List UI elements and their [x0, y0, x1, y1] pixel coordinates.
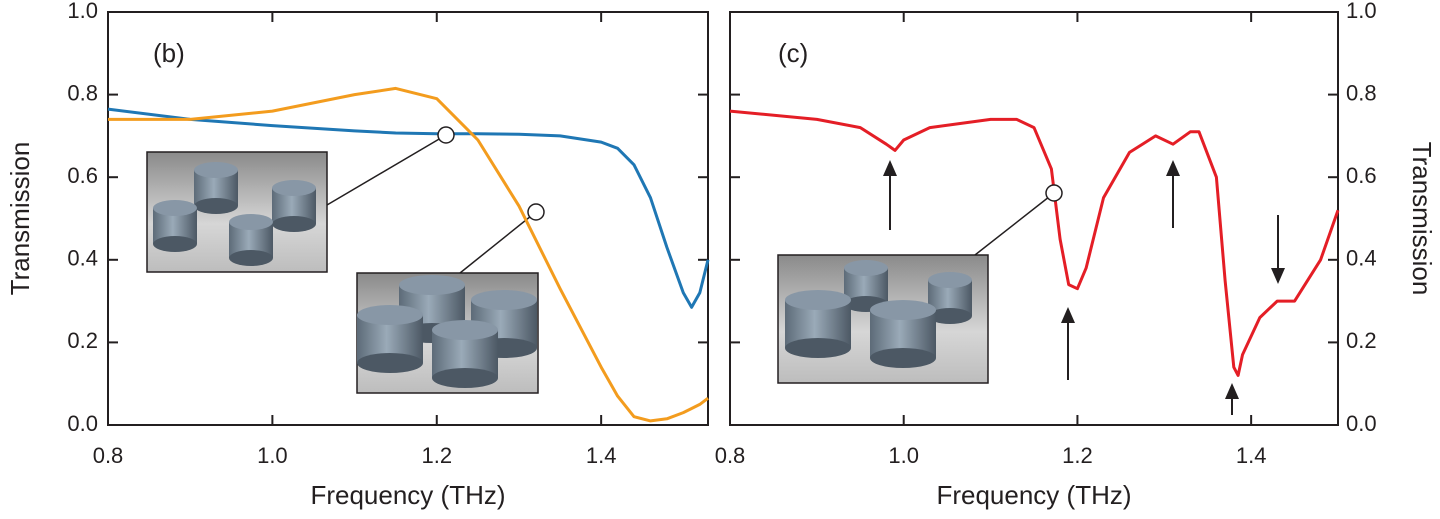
inset-right: [777, 192, 1055, 384]
arrows: [883, 160, 1285, 415]
x-tick-label: 1.4: [1236, 443, 1267, 468]
y-tick-label: 0.0: [1346, 411, 1377, 436]
y-axis-label: Transmission: [1407, 142, 1437, 296]
inset-mid: [356, 211, 539, 394]
x-tick-label: 1.0: [888, 443, 919, 468]
x-tick-label: 1.0: [257, 443, 288, 468]
y-tick-label: 0.8: [1346, 80, 1377, 105]
y-tick-label: 0.6: [67, 163, 98, 188]
y-tick-label: 0.6: [1346, 163, 1377, 188]
data-line: [108, 86, 709, 423]
callout-marker: [437, 126, 455, 144]
plot-frame: [729, 11, 1339, 426]
data-line: [107, 107, 710, 309]
x-tick-label: 1.2: [1062, 443, 1093, 468]
x-tick-label: 1.4: [586, 443, 617, 468]
y-axis-label: Transmission: [5, 142, 35, 296]
y-tick-label: 0.4: [67, 246, 98, 271]
plot-frame: [107, 11, 709, 426]
callout-marker: [1045, 184, 1063, 202]
x-axis-label: Frequency (THz): [936, 480, 1131, 510]
y-tick-label: 0.2: [67, 328, 98, 353]
y-tick-label: 1.0: [1346, 0, 1377, 23]
panel: 0.0 0.2 0.4 0.6 0.8 1.0 0.8 1.0 1.2 1.4 Frequency …: [715, 0, 1437, 510]
panel-label: (c): [778, 38, 808, 68]
panel: 0.0 0.2 0.4 0.6 0.8 1.0 0.8 1.0 1.2 1.4 Frequency …: [5, 0, 710, 510]
panel-label: (b): [153, 38, 185, 68]
y-tick-label: 0.0: [67, 411, 98, 436]
x-tick-label: 0.8: [715, 443, 746, 468]
y-tick-label: 1.0: [67, 0, 98, 23]
x-tick-label: 1.2: [421, 443, 452, 468]
inset-left: [146, 134, 447, 273]
x-tick-label: 0.8: [93, 443, 124, 468]
x-axis-label: Frequency (THz): [310, 480, 505, 510]
callout-marker: [527, 203, 545, 221]
y-tick-label: 0.2: [1346, 328, 1377, 353]
y-tick-label: 0.4: [1346, 246, 1377, 271]
y-tick-label: 0.8: [67, 80, 98, 105]
data-line: [729, 109, 1340, 377]
